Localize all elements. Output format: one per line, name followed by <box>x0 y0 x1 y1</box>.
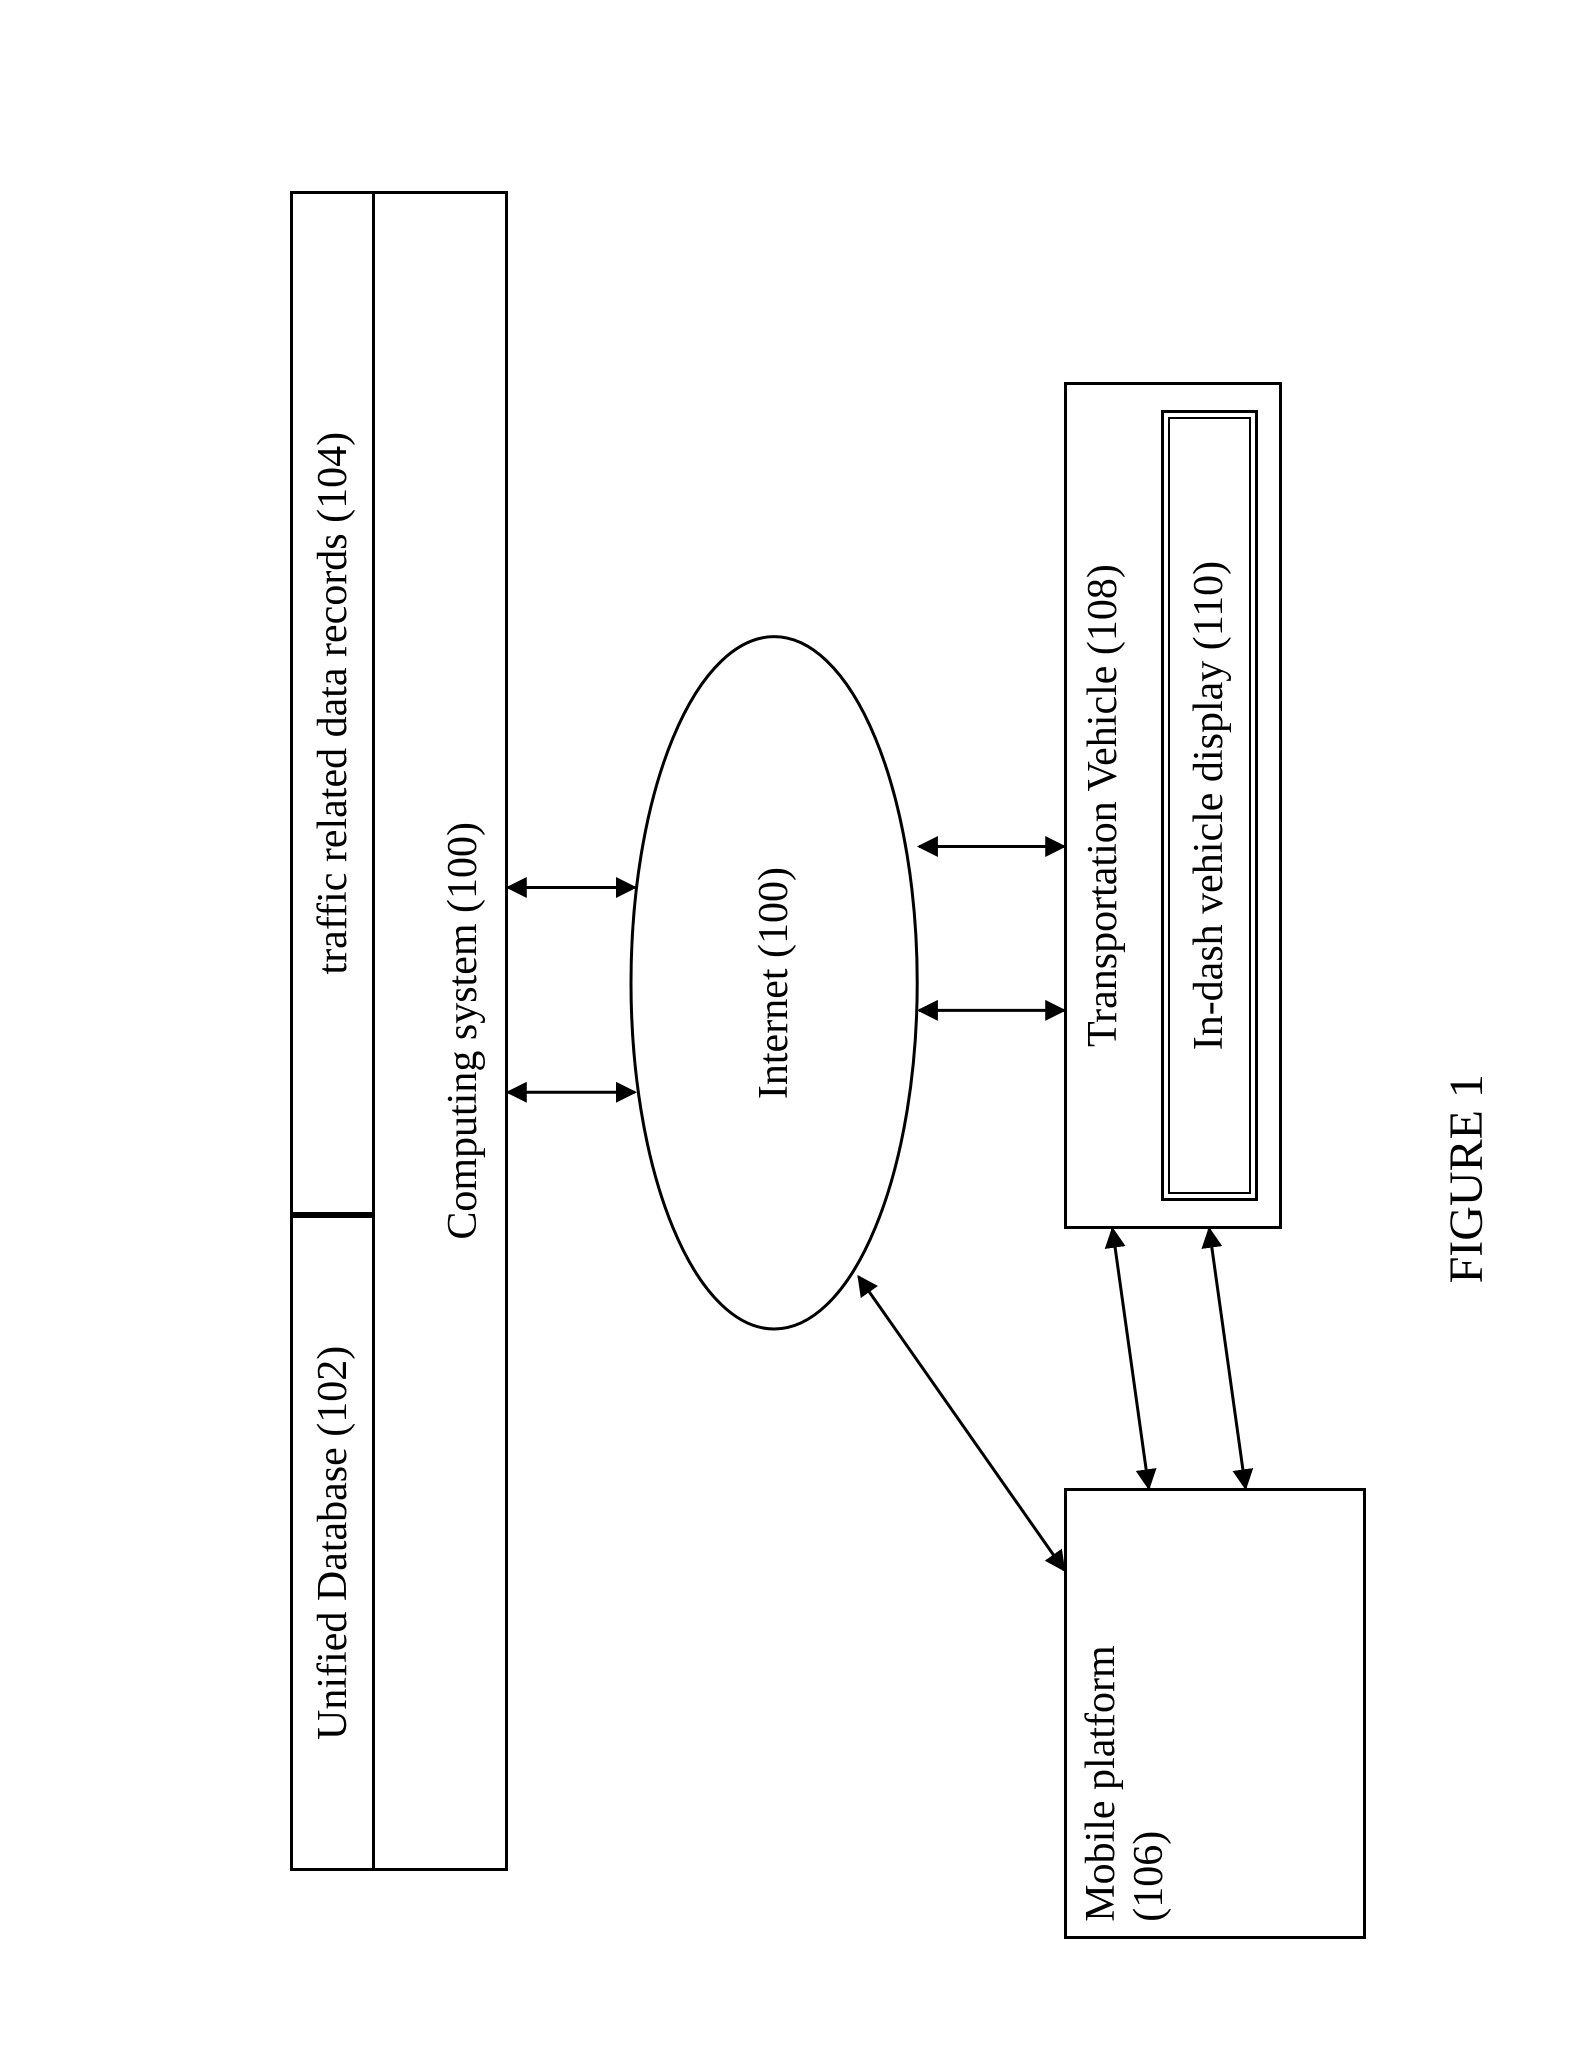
arrow <box>1209 1229 1245 1488</box>
arrows-layer <box>0 476 1572 2048</box>
arrow <box>859 1277 1065 1571</box>
figure-caption: FIGURE 1 <box>1439 1074 1494 1283</box>
figure-caption-text: FIGURE 1 <box>1440 1074 1493 1283</box>
arrow <box>1112 1229 1148 1488</box>
diagram-stage: Computing system (100) Unified Database … <box>0 0 1572 2048</box>
